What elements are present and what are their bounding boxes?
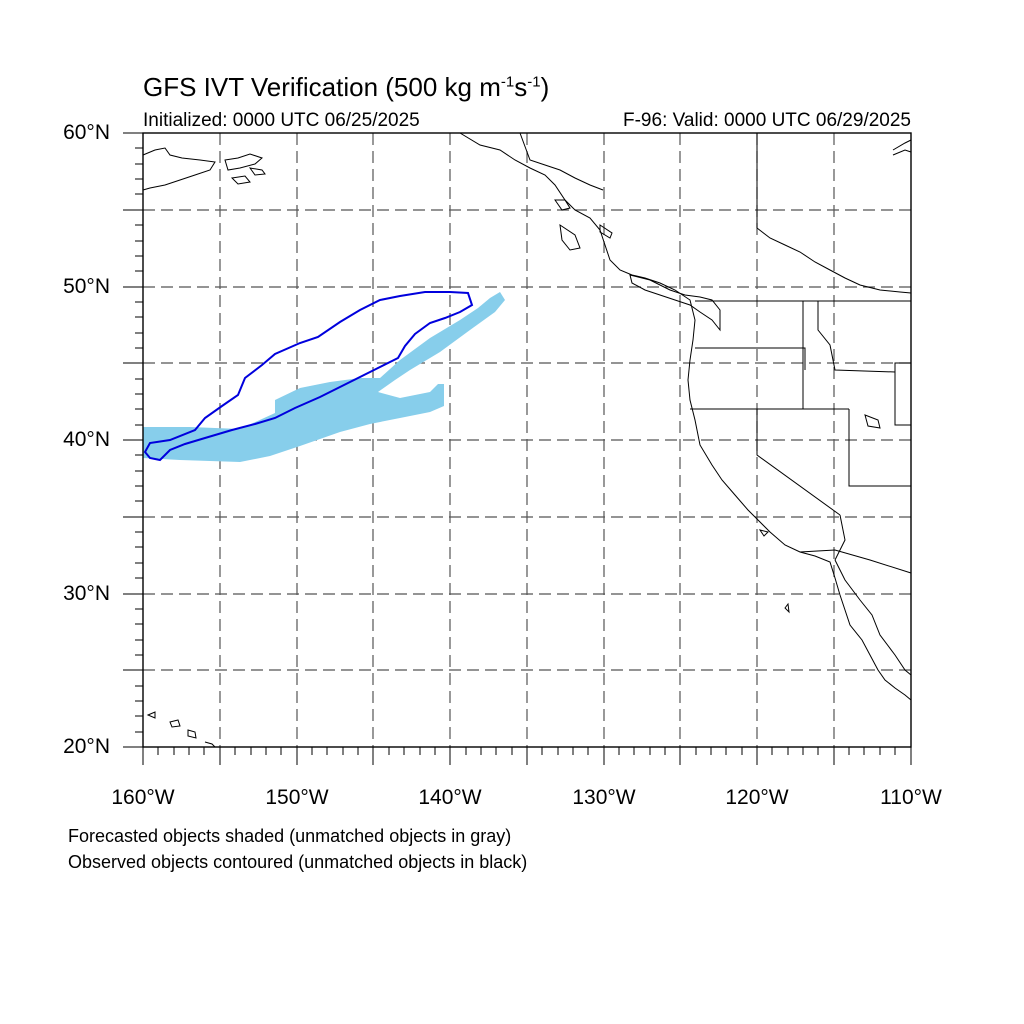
lat-label-50: 50°N (63, 275, 110, 298)
lat-label-20: 20°N (63, 735, 110, 758)
axis-ticks (123, 132, 912, 765)
observed-note: Observed objects contoured (unmatched ob… (68, 852, 528, 872)
lon-label-120w: 120°W (725, 786, 789, 809)
lat-label-30: 30°N (63, 582, 110, 605)
forecast-note: Forecasted objects shaded (unmatched obj… (68, 826, 512, 846)
map-frame (142, 132, 912, 748)
lon-label-160w: 160°W (111, 786, 175, 809)
map-title: GFS IVT Verification (500 kg m-1s-1) (143, 72, 550, 102)
lat-label-40: 40°N (63, 428, 110, 451)
init-time-label: Initialized: 0000 UTC 06/25/2025 (143, 110, 420, 131)
valid-time-label: F-96: Valid: 0000 UTC 06/29/2025 (623, 110, 911, 131)
lat-label-60: 60°N (63, 121, 110, 144)
lon-label-110w: 110°W (880, 786, 942, 809)
lon-label-130w: 130°W (572, 786, 636, 809)
forecast-objects (143, 292, 505, 462)
lon-label-150w: 150°W (265, 786, 329, 809)
observed-objects (143, 291, 474, 462)
political-boundaries (690, 133, 911, 561)
coastlines (142, 132, 912, 748)
lon-label-140w: 140°W (418, 786, 482, 809)
